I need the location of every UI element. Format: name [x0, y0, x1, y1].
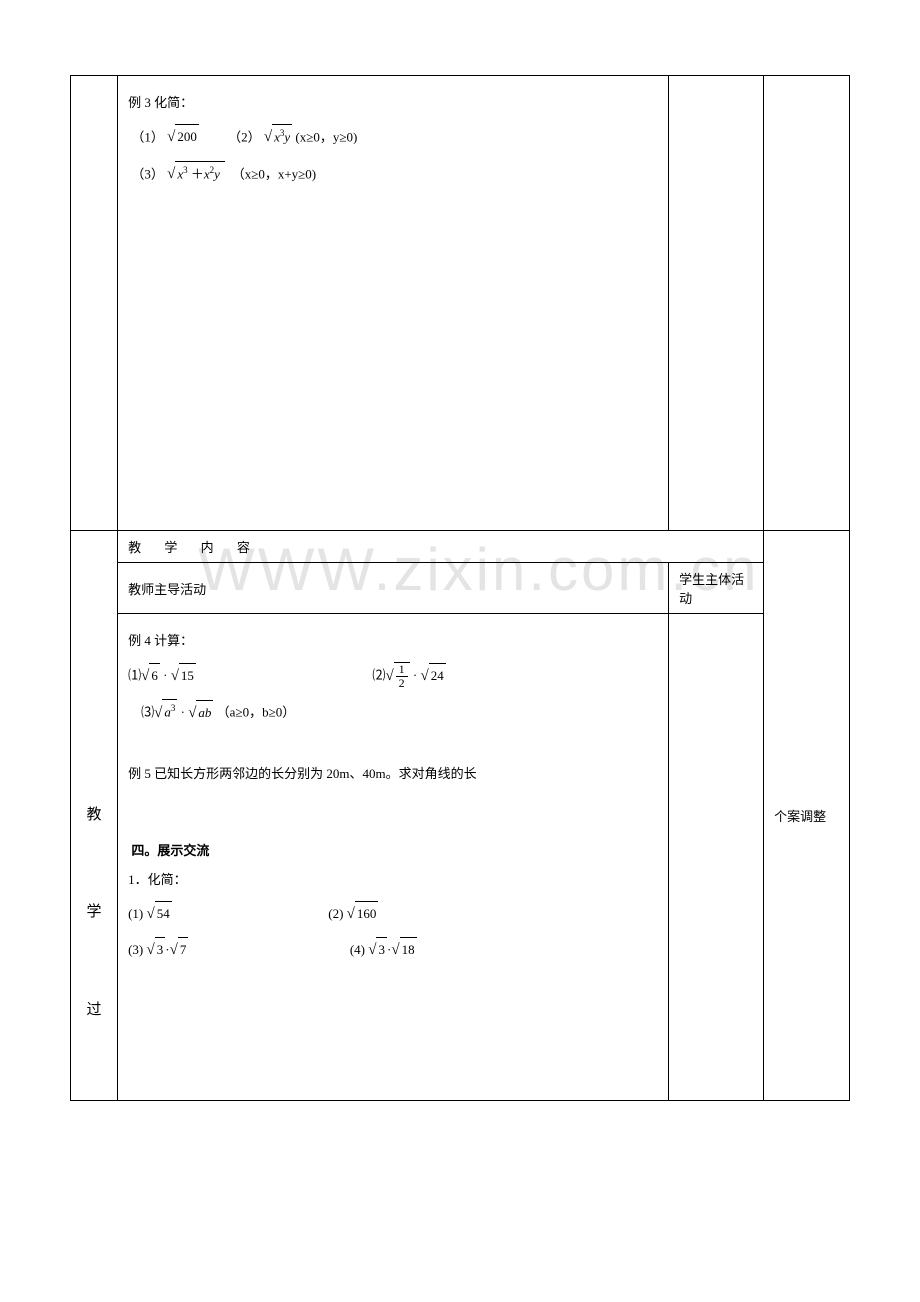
- lower-main-cell: 例 4 计算： ⑴6 · 15 ⑵ 12 · 24 ⑶a3 · ab （a≥0，b…: [118, 614, 669, 1101]
- s1-label: (1): [128, 906, 146, 921]
- label-xue: 学: [87, 904, 102, 920]
- e3-2-cond: (x≥0，y≥0): [295, 129, 357, 144]
- upper-adjust-cell: [764, 76, 850, 531]
- case-adjust-cell: 个案调整: [764, 531, 850, 1101]
- example3-item3: （3） x3 ＋x2y （x≥0，x+y≥0): [128, 161, 658, 189]
- e4-3-sqrt-a: a3: [154, 699, 177, 727]
- lesson-plan-table: 例 3 化简： （1） 200 （2） x3y (x≥0，y≥0) （3） x3…: [70, 75, 850, 1101]
- example3-title: 例 3 化简：: [128, 91, 658, 115]
- upper-main-cell: 例 3 化简： （1） 200 （2） x3y (x≥0，y≥0) （3） x3…: [118, 76, 669, 531]
- e4-2-sqrt-a: 12: [385, 662, 409, 690]
- s4-sqrt-b: 18: [391, 937, 416, 965]
- e3-3-sqrt: x3 ＋x2y: [167, 161, 225, 189]
- e3-1-expr: 200: [175, 124, 199, 149]
- s1-sqrt: 54: [147, 901, 172, 929]
- example3-items-12: （1） 200 （2） x3y (x≥0，y≥0): [128, 124, 658, 152]
- e3-2-label: （2）: [228, 129, 261, 144]
- e4-3-dot: ·: [177, 705, 188, 720]
- s4-sqrt-a: 3: [368, 937, 387, 965]
- upper-left-cell: [71, 76, 118, 531]
- s3-label: (3): [128, 942, 146, 957]
- case-adjust-text: 个案调整: [774, 809, 826, 824]
- left-vertical-label: 教 学 过: [71, 531, 118, 1101]
- e4-2-frac: 12: [396, 663, 408, 690]
- s2-label: (2): [328, 906, 346, 921]
- example5: 例 5 已知长方形两邻边的长分别为 20m、40m。求对角线的长: [128, 762, 658, 786]
- example4-title: 例 4 计算：: [128, 629, 658, 653]
- s3-sqrt-a: 3: [147, 937, 166, 965]
- student-activity-text: 学生主体活动: [679, 572, 744, 606]
- e4-1-sqrt-b: 15: [171, 663, 196, 691]
- e3-1-sqrt: 200: [167, 124, 199, 152]
- e4-2-sqrt-b: 24: [421, 663, 446, 691]
- e3-2-inner: x3y: [272, 124, 292, 149]
- e3-3-cond: （x≥0，x+y≥0): [232, 166, 316, 181]
- e4-3-cond: （a≥0，b≥0）: [213, 705, 295, 720]
- teaching-content-text: 教 学 内 容: [128, 540, 260, 555]
- e4-2-label: ⑵: [372, 668, 385, 683]
- section4-title: 四。展示交流: [128, 840, 658, 859]
- header-row-1: 教 学 过 教 学 内 容 个案调整: [71, 531, 850, 563]
- e4-1-label: ⑴: [128, 668, 141, 683]
- e4-1-dot: ·: [160, 668, 171, 683]
- e4-2-dot: ·: [410, 668, 421, 683]
- s3-sqrt-b: 7: [170, 937, 189, 965]
- s4-label: (4): [350, 942, 368, 957]
- e4-3-sqrt-b: ab: [188, 700, 213, 728]
- document-container: 例 3 化简： （1） 200 （2） x3y (x≥0，y≥0) （3） x3…: [70, 75, 850, 1101]
- example4-line1: ⑴6 · 15 ⑵ 12 · 24: [128, 662, 658, 690]
- s2-sqrt: 160: [347, 901, 379, 929]
- student-activity-cell: 学生主体活动: [669, 563, 764, 614]
- e4-1-sqrt-a: 6: [141, 663, 160, 691]
- e4-3-label: ⑶: [141, 705, 154, 720]
- lower-content-row: 例 4 计算： ⑴6 · 15 ⑵ 12 · 24 ⑶a3 · ab （a≥0，b…: [71, 614, 850, 1101]
- upper-content-row: 例 3 化简： （1） 200 （2） x3y (x≥0，y≥0) （3） x3…: [71, 76, 850, 531]
- header-row-2: WWW.zixin.com.cn 教师主导活动 学生主体活动: [71, 563, 850, 614]
- label-guo: 过: [87, 1002, 102, 1018]
- upper-student-cell: [669, 76, 764, 531]
- example4-line2: ⑶a3 · ab （a≥0，b≥0）: [128, 699, 658, 727]
- e3-3-inner: x3 ＋x2y: [175, 161, 225, 186]
- label-jiao: 教: [87, 807, 102, 823]
- teacher-lead-text: 教师主导活动: [128, 582, 206, 597]
- simplify-line1: (1) 54 (2) 160: [128, 901, 658, 929]
- simplify-line2: (3) 3·7 (4) 3·18: [128, 937, 658, 965]
- teacher-lead-cell: WWW.zixin.com.cn 教师主导活动: [118, 563, 669, 614]
- simplify-title: 1．化简：: [128, 868, 658, 892]
- teaching-content-header: 教 学 内 容: [118, 531, 764, 563]
- e3-3-label: （3）: [131, 166, 164, 181]
- e3-2-sqrt: x3y: [264, 124, 292, 152]
- lower-student-cell: [669, 614, 764, 1101]
- e3-1-label: （1）: [131, 129, 164, 144]
